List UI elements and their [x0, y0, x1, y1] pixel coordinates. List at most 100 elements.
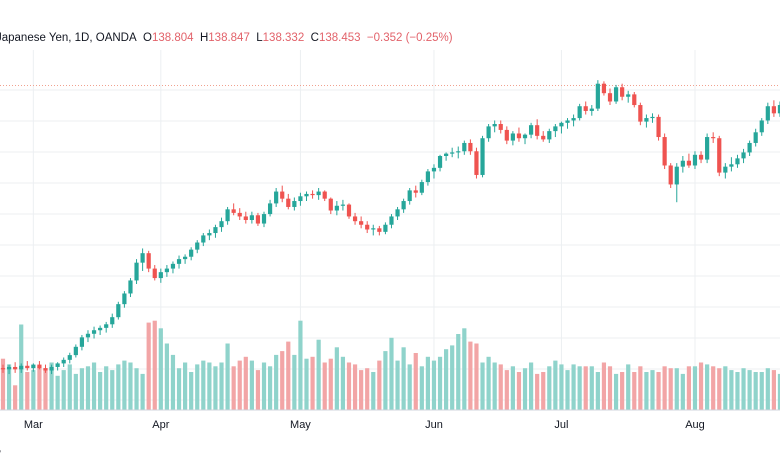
candle-body — [183, 256, 188, 260]
candle — [19, 363, 24, 373]
candle-body — [437, 156, 443, 168]
candle-body — [195, 242, 200, 250]
candle-body — [541, 135, 546, 140]
candle-body — [274, 191, 279, 204]
candle-body — [741, 152, 746, 159]
candle — [43, 364, 48, 373]
candle — [571, 114, 576, 127]
candle-body — [407, 190, 412, 202]
candle-body — [55, 363, 60, 367]
volume-bar — [134, 368, 139, 410]
volume-bar — [407, 364, 412, 410]
candle — [219, 217, 224, 232]
candle — [486, 124, 491, 142]
candle — [6, 364, 12, 375]
candle — [735, 154, 740, 168]
volume-bar — [753, 372, 758, 410]
candle-body — [304, 193, 309, 197]
candle-body — [395, 209, 400, 217]
candle-body — [589, 108, 594, 111]
candle-body — [146, 253, 151, 269]
time-axis: Mar Apr May Jun Jul Aug — [24, 419, 705, 431]
candle-body — [164, 268, 169, 273]
candle — [140, 248, 145, 271]
volume-bar — [413, 353, 418, 410]
candle-body — [583, 106, 588, 111]
candle-body — [328, 198, 333, 211]
candle-body — [638, 105, 643, 122]
volume-bar — [383, 351, 388, 410]
candle-body — [25, 365, 30, 369]
candle — [207, 229, 212, 241]
low-value: 138.332 — [262, 32, 305, 44]
candle — [340, 199, 346, 211]
volume-bar — [729, 370, 734, 410]
candle — [152, 265, 157, 281]
candle — [401, 198, 406, 213]
volume-bar — [401, 347, 406, 410]
candle — [274, 188, 279, 207]
candle — [49, 364, 54, 375]
volume-bar — [0, 358, 6, 410]
candle-body — [158, 272, 163, 279]
volume-bar — [741, 368, 746, 410]
volume-bar — [237, 360, 242, 410]
volume-bar — [613, 373, 619, 410]
volume-bar — [340, 356, 346, 410]
candle — [577, 103, 582, 121]
candle — [559, 121, 564, 134]
candle — [413, 185, 418, 198]
volume-bar — [425, 356, 430, 410]
volume-bar — [346, 362, 352, 410]
candle — [613, 84, 619, 104]
candle-body — [632, 94, 637, 106]
symbol-name: Japanese Yen, 1D, OANDA — [0, 32, 137, 44]
candle-body — [662, 137, 667, 166]
candle — [164, 265, 169, 277]
volume-bar — [67, 364, 72, 410]
candle — [249, 211, 254, 224]
close-value: 138.453 — [318, 32, 361, 44]
candle-body — [777, 105, 780, 114]
candle — [104, 321, 109, 333]
candle — [176, 255, 182, 269]
candle — [170, 261, 176, 274]
volume-bar — [662, 366, 667, 410]
volume-bar — [771, 370, 776, 410]
candle — [638, 102, 643, 126]
candle-body — [771, 106, 776, 114]
candle-body — [456, 151, 461, 153]
candle-body — [401, 201, 406, 210]
candle-body — [346, 204, 352, 217]
volume-bar — [516, 372, 522, 410]
candle — [492, 120, 497, 133]
volume-bar — [371, 372, 376, 410]
x-tick-label: Mar — [24, 419, 43, 431]
volume-bar — [759, 372, 764, 410]
candle — [91, 326, 97, 339]
candle — [419, 179, 424, 196]
volume-bar — [267, 366, 273, 410]
candle-body — [644, 118, 649, 122]
candle — [346, 203, 352, 219]
candle-body — [340, 204, 346, 206]
candle — [583, 101, 588, 115]
candle — [407, 188, 412, 205]
volume-bar — [698, 362, 704, 410]
candle — [565, 118, 570, 129]
volume-bar — [176, 368, 182, 410]
candles — [0, 80, 780, 375]
candle-body — [310, 193, 315, 196]
candle-body — [522, 134, 528, 139]
candle — [334, 201, 339, 216]
volume-bar — [705, 364, 710, 410]
candle-body — [37, 364, 42, 369]
candle — [444, 152, 449, 161]
candle-body — [571, 118, 576, 121]
candle-body — [49, 366, 54, 371]
candle — [255, 212, 261, 226]
volume-bar — [55, 375, 60, 410]
candle-body — [492, 124, 497, 127]
volume-bar — [261, 362, 267, 410]
